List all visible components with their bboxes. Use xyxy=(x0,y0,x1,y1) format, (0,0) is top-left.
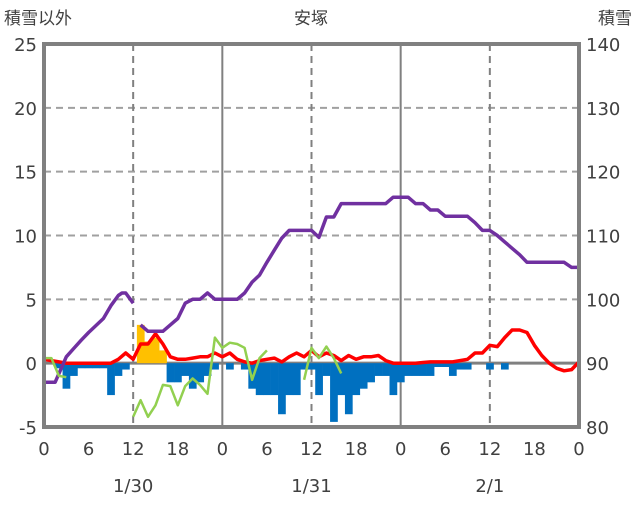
x-tick-label: 18 xyxy=(345,439,368,460)
series-lines xyxy=(43,195,581,419)
right-tick-label: 80 xyxy=(586,418,609,439)
bar xyxy=(411,363,420,376)
green-series-line xyxy=(302,345,343,381)
bar xyxy=(456,363,465,370)
bar xyxy=(188,363,197,389)
gridlines xyxy=(44,44,579,427)
purple-series-line xyxy=(44,291,135,385)
bar xyxy=(226,363,234,370)
left-tick-label: 0 xyxy=(26,354,37,375)
bar xyxy=(300,363,309,370)
purple-series-line xyxy=(139,195,579,334)
bar xyxy=(292,363,301,396)
x-tick-label: 0 xyxy=(217,439,228,460)
bar xyxy=(441,363,450,367)
bar xyxy=(396,363,405,383)
bar xyxy=(278,363,286,415)
x-tick-label: 0 xyxy=(573,439,584,460)
date-label: 1/30 xyxy=(113,476,153,497)
bar xyxy=(159,350,167,364)
left-tick-label: 10 xyxy=(14,227,37,248)
bar xyxy=(382,363,390,376)
right-tick-label: 100 xyxy=(586,290,620,311)
x-tick-label: 6 xyxy=(261,439,272,460)
x-tick-label: 0 xyxy=(38,439,49,460)
bar xyxy=(322,363,331,376)
bars xyxy=(55,324,509,422)
bar xyxy=(315,363,323,396)
x-tick-label: 12 xyxy=(300,439,323,460)
bar xyxy=(255,363,264,396)
right-tick-label: 110 xyxy=(586,227,620,248)
x-tick-label: 12 xyxy=(478,439,501,460)
bar xyxy=(352,363,361,396)
bar xyxy=(337,363,346,396)
right-tick-label: 90 xyxy=(586,354,609,375)
x-tick-label: 6 xyxy=(440,439,451,460)
bar xyxy=(270,363,279,396)
date-label: 1/31 xyxy=(291,476,331,497)
bar xyxy=(174,363,182,383)
bar xyxy=(70,363,78,376)
bar xyxy=(144,341,153,364)
x-tick-label: 0 xyxy=(395,439,406,460)
x-tick-label: 18 xyxy=(523,439,546,460)
bar xyxy=(419,363,427,376)
bar xyxy=(151,337,160,364)
left-tick-label: 5 xyxy=(26,290,37,311)
bar xyxy=(374,363,383,376)
bar xyxy=(404,363,413,376)
left-axis-title: 積雪以外 xyxy=(4,9,72,29)
bar xyxy=(114,363,123,376)
date-label: 2/1 xyxy=(475,476,504,497)
bar xyxy=(122,363,130,370)
bar xyxy=(240,363,249,370)
bar xyxy=(62,363,71,389)
bar xyxy=(500,363,509,370)
left-tick-label: 15 xyxy=(14,163,37,184)
left-tick-label: 20 xyxy=(14,99,37,120)
bar xyxy=(99,363,108,369)
x-tick-label: 6 xyxy=(83,439,94,460)
green-series-line xyxy=(132,336,268,419)
bar xyxy=(211,363,219,370)
bar xyxy=(107,363,115,396)
bar xyxy=(367,363,375,383)
bar xyxy=(330,363,338,422)
x-tick-label: 12 xyxy=(122,439,145,460)
bar xyxy=(463,363,472,370)
chart-title: 安塚 xyxy=(294,9,328,29)
bar xyxy=(55,363,63,369)
bar xyxy=(203,363,212,376)
bar xyxy=(434,363,442,367)
bar xyxy=(307,363,316,370)
plot-frame xyxy=(42,42,581,429)
bar xyxy=(389,363,398,396)
bar xyxy=(84,363,93,369)
bar xyxy=(486,363,494,370)
bar xyxy=(359,363,368,389)
bar xyxy=(92,363,101,369)
right-axis-title: 積雪 xyxy=(598,9,632,29)
x-tick-label: 18 xyxy=(166,439,189,460)
bar xyxy=(77,363,86,369)
bar xyxy=(426,363,435,376)
right-tick-label: 120 xyxy=(586,163,620,184)
green-series-line xyxy=(44,356,67,379)
bar xyxy=(448,363,457,376)
bar xyxy=(285,363,294,396)
right-tick-label: 130 xyxy=(586,99,620,120)
left-tick-label: 25 xyxy=(14,35,37,56)
bar xyxy=(181,363,190,376)
bar xyxy=(263,363,271,396)
bar xyxy=(166,363,175,383)
left-tick-label: -5 xyxy=(19,418,37,439)
bar xyxy=(196,363,205,383)
bar xyxy=(344,363,353,415)
right-tick-label: 140 xyxy=(586,35,620,56)
plot-border xyxy=(42,42,581,429)
